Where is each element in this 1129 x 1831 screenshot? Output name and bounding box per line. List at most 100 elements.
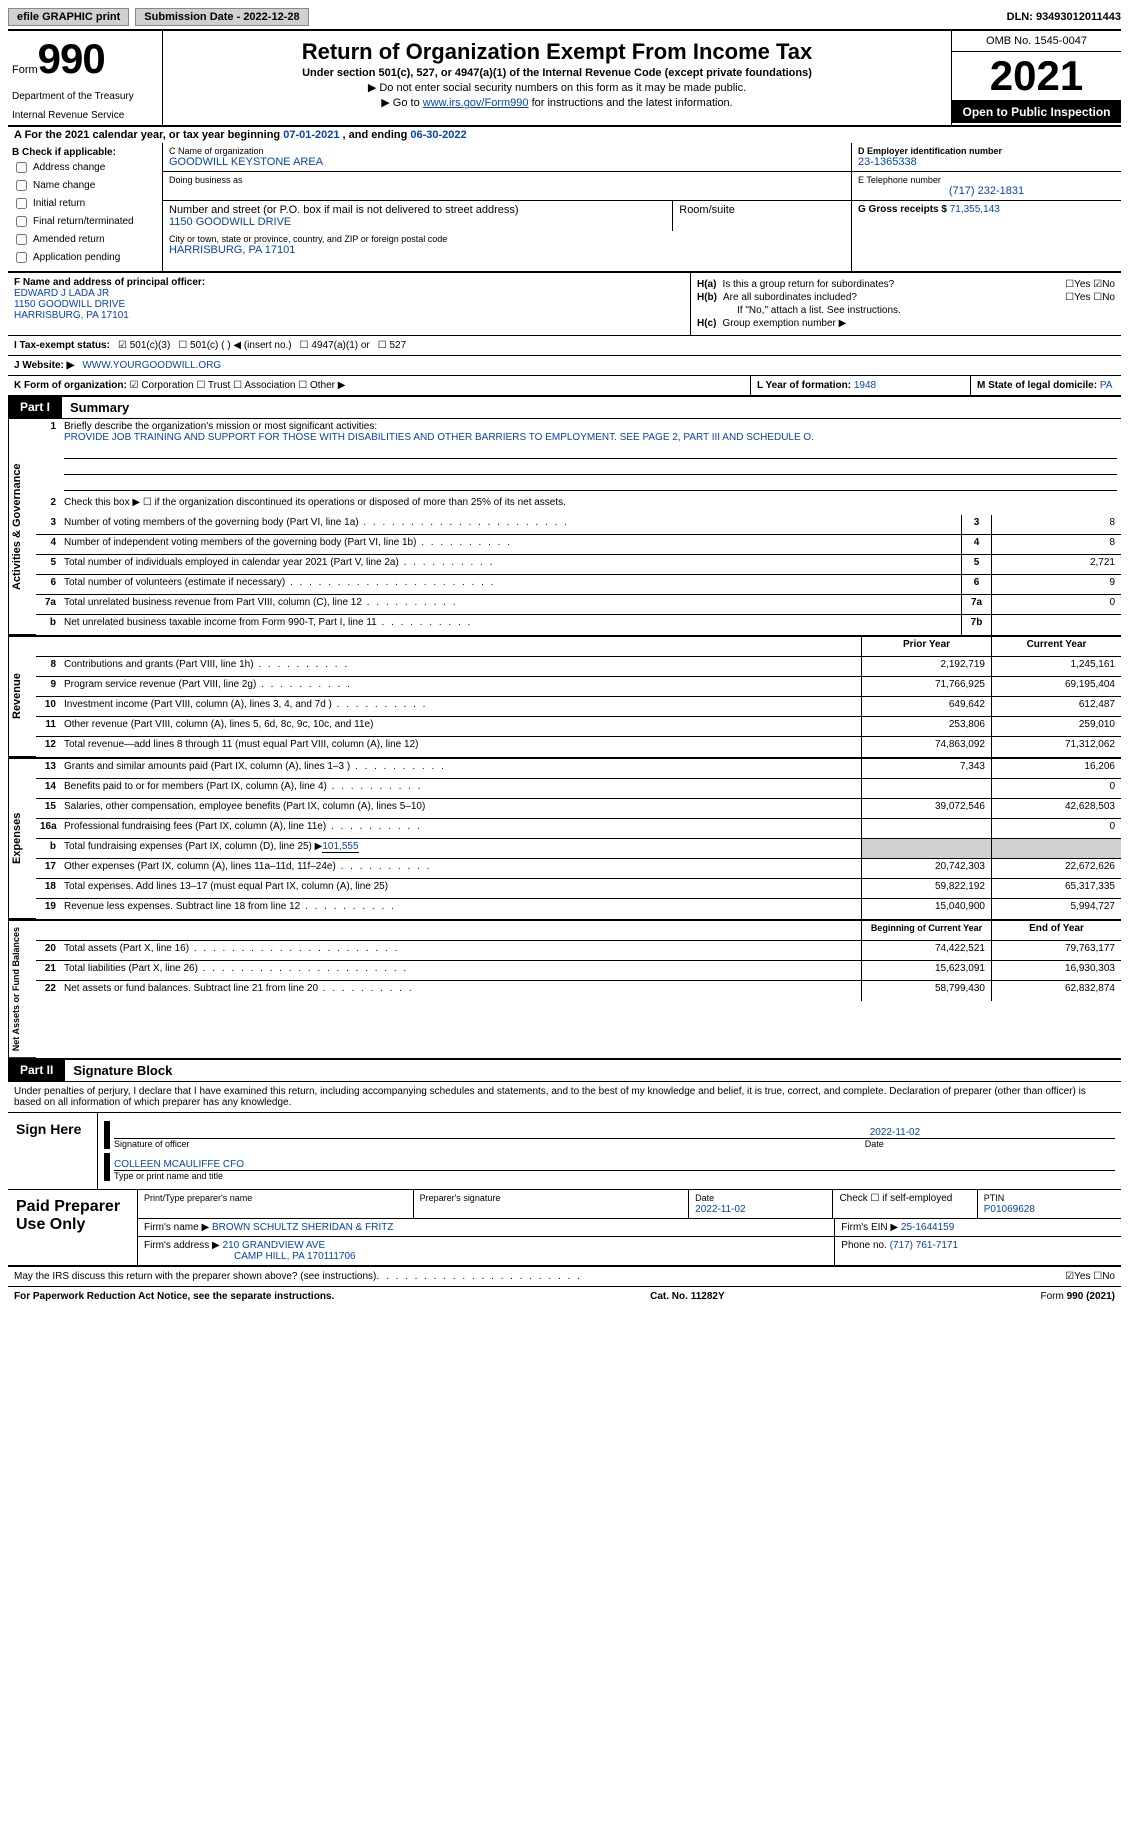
org-form-other: Other ▶ — [310, 380, 345, 391]
part2-badge: Part II — [8, 1060, 65, 1081]
part1-badge: Part I — [8, 397, 62, 418]
officer-name: EDWARD J LADA JR — [14, 288, 684, 299]
submission-date-button[interactable]: Submission Date - 2022-12-28 — [135, 8, 308, 26]
officer-signed-name: COLLEEN MCAULIFFE CFO — [114, 1159, 244, 1170]
v7a: 0 — [991, 595, 1121, 614]
header-left: Form990 Department of the Treasury Inter… — [8, 31, 163, 125]
prep-check-label: Check ☐ if self-employed — [833, 1190, 977, 1218]
chk-address-change[interactable] — [16, 162, 27, 173]
website-label: J Website: ▶ — [14, 360, 74, 371]
summary-activities: Activities & Governance 1 Briefly descri… — [8, 419, 1121, 637]
main-title: Return of Organization Exempt From Incom… — [169, 39, 945, 65]
form-header: Form990 Department of the Treasury Inter… — [8, 31, 1121, 127]
p16a — [861, 819, 991, 838]
officer-left: F Name and address of principal officer:… — [8, 273, 691, 335]
line9: Program service revenue (Part VIII, line… — [64, 679, 256, 690]
expenses-label: Expenses — [8, 759, 36, 919]
hc-text: Group exemption number ▶ — [722, 318, 846, 329]
hdr-current: Current Year — [991, 637, 1121, 656]
omb-number: OMB No. 1545-0047 — [952, 31, 1121, 52]
discuss-row: May the IRS discuss this return with the… — [8, 1267, 1121, 1286]
firm-addr1: 210 GRANDVIEW AVE — [223, 1240, 326, 1251]
status-501c3: 501(c)(3) — [130, 340, 171, 351]
c11: 259,010 — [991, 717, 1121, 736]
hc-prefix: H(c) — [697, 318, 716, 329]
header-center: Return of Organization Exempt From Incom… — [163, 31, 951, 125]
org-form-corp: Corporation — [141, 380, 193, 391]
org-form-assoc: Association — [244, 380, 295, 391]
sig-name-label: Type or print name and title — [114, 1171, 1115, 1181]
prep-name-label: Print/Type preparer's name — [144, 1193, 407, 1203]
sig-intro: Under penalties of perjury, I declare th… — [8, 1082, 1121, 1112]
irs-label: Internal Revenue Service — [12, 110, 158, 121]
line4: Number of independent voting members of … — [64, 537, 416, 548]
firm-name: BROWN SCHULTZ SHERIDAN & FRITZ — [212, 1222, 393, 1233]
officer-addr2: HARRISBURG, PA 17101 — [14, 310, 684, 321]
part2-title: Signature Block — [65, 1060, 1121, 1081]
line14: Benefits paid to or for members (Part IX… — [64, 781, 327, 792]
hdr-begin: Beginning of Current Year — [861, 921, 991, 940]
org-form-row: K Form of organization: ☑ Corporation ☐ … — [8, 376, 1121, 397]
ein-value: 23-1365338 — [858, 156, 1115, 168]
irs-form990-link[interactable]: www.irs.gov/Form990 — [423, 97, 529, 109]
chk-initial-return[interactable] — [16, 198, 27, 209]
line22: Net assets or fund balances. Subtract li… — [64, 983, 318, 994]
check-b-box: B Check if applicable: Address change Na… — [8, 143, 163, 271]
website-url: WWW.YOURGOODWILL.ORG — [82, 360, 221, 371]
p18: 59,822,192 — [861, 879, 991, 898]
hdr-end: End of Year — [991, 921, 1121, 940]
line16b-pre: Total fundraising expenses (Part IX, col… — [64, 841, 322, 852]
addr-label: Number and street (or P.O. box if mail i… — [169, 204, 666, 216]
sign-here-block: Sign Here 2022-11-02 Signature of office… — [8, 1112, 1121, 1190]
lbl-initial-return: Initial return — [33, 198, 85, 209]
preparer-label: Paid Preparer Use Only — [8, 1190, 138, 1265]
phone-value: (717) 232-1831 — [858, 185, 1115, 197]
chk-application-pending[interactable] — [16, 252, 27, 263]
c19: 5,994,727 — [991, 899, 1121, 919]
year-formation-label: L Year of formation: — [757, 380, 854, 391]
line20: Total assets (Part X, line 16) — [64, 943, 189, 954]
cal-year-mid: , and ending — [339, 129, 410, 141]
line5: Total number of individuals employed in … — [64, 557, 399, 568]
dba-label: Doing business as — [169, 175, 845, 185]
v5: 2,721 — [991, 555, 1121, 574]
summary-expenses: Expenses 13Grants and similar amounts pa… — [8, 759, 1121, 921]
c16a: 0 — [991, 819, 1121, 838]
summary-revenue: Revenue Prior YearCurrent Year 8Contribu… — [8, 637, 1121, 759]
p21: 15,623,091 — [861, 961, 991, 980]
discuss-yes: Yes — [1074, 1271, 1090, 1282]
firm-ein-label: Firm's EIN ▶ — [841, 1222, 901, 1233]
officer-addr1: 1150 GOODWILL DRIVE — [14, 299, 684, 310]
c15: 42,628,503 — [991, 799, 1121, 818]
chk-amended-return[interactable] — [16, 234, 27, 245]
dept-treasury: Department of the Treasury — [12, 91, 158, 102]
sign-date: 2022-11-02 — [870, 1127, 1115, 1138]
hdr-prior: Prior Year — [861, 637, 991, 656]
website-row: J Website: ▶ WWW.YOURGOODWILL.ORG — [8, 356, 1121, 376]
ha-text: Is this a group return for subordinates? — [722, 279, 894, 290]
cal-year-begin: 07-01-2021 — [283, 129, 339, 141]
org-name-label: C Name of organization — [169, 146, 845, 156]
subtitle: Under section 501(c), 527, or 4947(a)(1)… — [169, 67, 945, 79]
chk-final-return[interactable] — [16, 216, 27, 227]
line1-text: Briefly describe the organization's miss… — [64, 421, 377, 432]
info-right: D Employer identification number 23-1365… — [851, 143, 1121, 271]
firm-phone-label: Phone no. — [841, 1240, 889, 1251]
activities-label: Activities & Governance — [8, 419, 36, 635]
efile-print-button[interactable]: efile GRAPHIC print — [8, 8, 129, 26]
city-label: City or town, state or province, country… — [169, 234, 845, 244]
room-label: Room/suite — [679, 204, 845, 216]
line8: Contributions and grants (Part VIII, lin… — [64, 659, 254, 670]
org-address: 1150 GOODWILL DRIVE — [169, 216, 666, 228]
status-4947: 4947(a)(1) or — [311, 340, 369, 351]
line16a: Professional fundraising fees (Part IX, … — [64, 821, 326, 832]
p12: 74,863,092 — [861, 737, 991, 757]
line21: Total liabilities (Part X, line 26) — [64, 963, 198, 974]
paperwork-notice: For Paperwork Reduction Act Notice, see … — [14, 1291, 334, 1302]
year-formation: 1948 — [854, 380, 876, 391]
p13: 7,343 — [861, 759, 991, 778]
domicile-label: M State of legal domicile: — [977, 380, 1100, 391]
p11: 253,806 — [861, 717, 991, 736]
p10: 649,642 — [861, 697, 991, 716]
chk-name-change[interactable] — [16, 180, 27, 191]
